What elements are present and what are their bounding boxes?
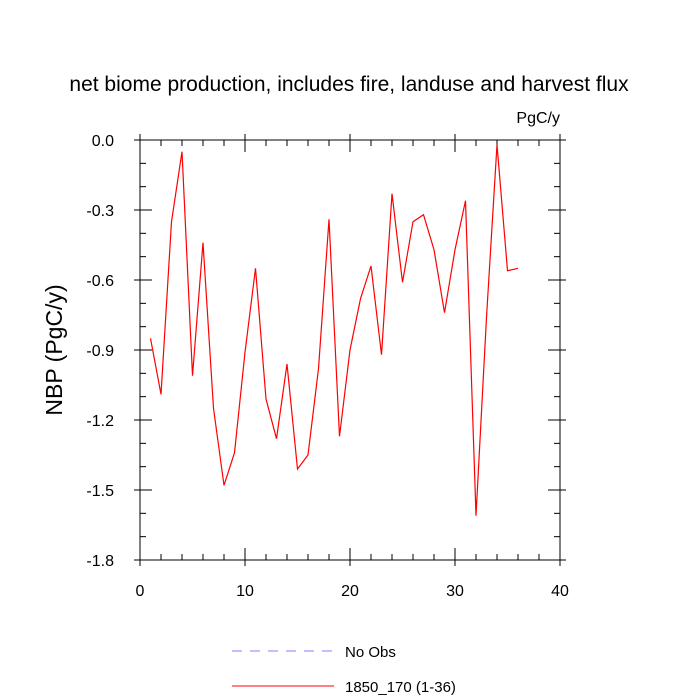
- y-tick-label: -1.2: [86, 413, 114, 430]
- chart-title: net biome production, includes fire, lan…: [69, 73, 629, 96]
- x-tick-label: 0: [136, 583, 145, 600]
- legend-label: 1850_170 (1-36): [345, 679, 456, 696]
- x-tick-label: 40: [551, 583, 569, 600]
- y-tick-label: -0.9: [86, 343, 114, 360]
- x-tick-label: 10: [236, 583, 254, 600]
- legend-label: No Obs: [345, 644, 396, 661]
- y-tick-label: -0.3: [86, 203, 114, 220]
- series-lines: [149, 144, 519, 516]
- legend: No Obs 1850_170 (1-36): [232, 644, 456, 696]
- y-axis-label: NBP (PgC/y): [41, 284, 67, 415]
- y-tick-label: -0.6: [86, 273, 114, 290]
- series-line: [149, 144, 519, 516]
- axis-ticks: [134, 134, 566, 566]
- y-tick-label: -1.8: [86, 553, 114, 570]
- axis-tick-labels: 0 10 20 30 40 0.0 -0.3 -0.6 -0.9 -1.2 -1.5 -1.8: [86, 133, 569, 600]
- y-tick-label: -1.5: [86, 483, 114, 500]
- units-label: PgC/y: [516, 110, 560, 127]
- x-tick-label: 30: [446, 583, 464, 600]
- x-tick-label: 20: [341, 583, 359, 600]
- y-tick-label: 0.0: [92, 133, 114, 150]
